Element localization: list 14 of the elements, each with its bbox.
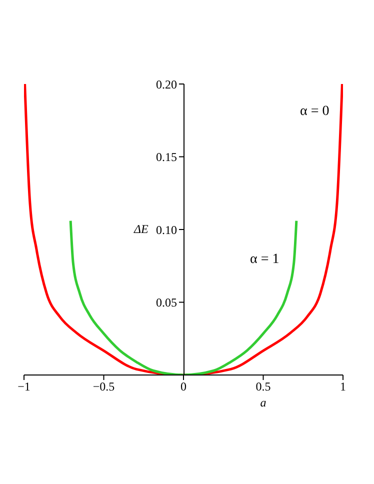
x-tick-label: 1 (340, 380, 346, 394)
series-label: α = 1 (250, 252, 280, 268)
line-series (69, 220, 298, 375)
y-tick-label: 0.05 (156, 296, 176, 310)
x-tick-label: −1 (18, 380, 30, 394)
y-axis-title: ΔE (134, 222, 148, 237)
y-tick-label: 0.15 (156, 150, 176, 164)
y-tick-label: 0.20 (156, 77, 176, 92)
x-tick-label: 0 (180, 380, 186, 394)
series-label: α = 0 (300, 104, 330, 120)
x-axis-title: a (260, 396, 266, 410)
x-tick-label: −0.5 (92, 380, 115, 394)
x-tick-label: 0.5 (256, 380, 271, 394)
y-tick-label: 0.10 (156, 222, 176, 237)
